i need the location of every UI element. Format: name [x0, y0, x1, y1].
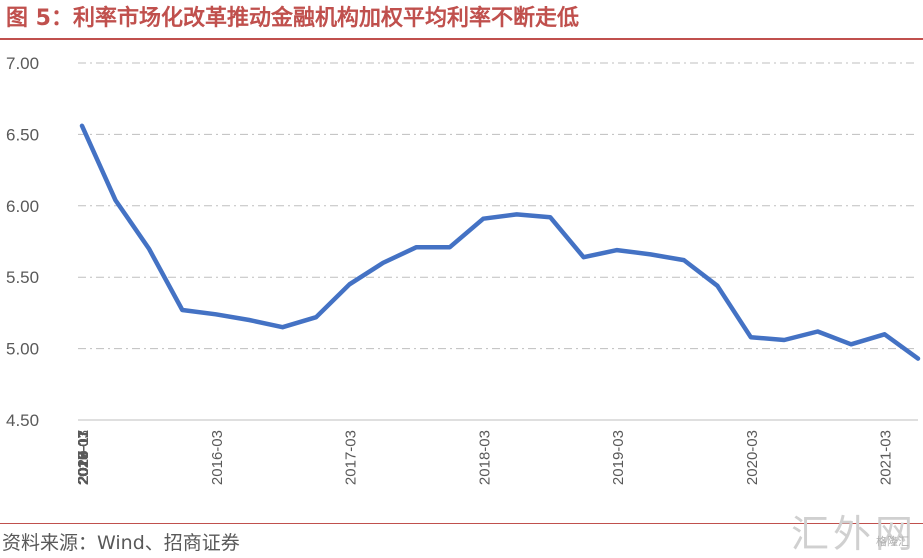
- y-tick-label-6.50: 6.50: [6, 125, 39, 144]
- line-chart: 7.006.506.005.505.004.50 2015-032015-072…: [6, 54, 921, 485]
- watermark-logo: 汇外网: [790, 512, 917, 556]
- title-divider: [0, 38, 923, 40]
- y-tick-label-4.50: 4.50: [6, 411, 39, 430]
- y-tick-label-5.50: 5.50: [6, 268, 39, 287]
- x-tick-label-2015-11: 2015-11: [75, 430, 92, 484]
- y-tick-label-7.00: 7.00: [6, 54, 39, 73]
- x-tick-label-2015-03: 2015-03: [75, 430, 92, 485]
- series-line: [79, 123, 921, 361]
- x-tick-label-2015-07: 2015-07: [75, 430, 92, 485]
- x-tick-label-2020-11: 2020-11: [75, 430, 92, 484]
- y-tick-label-6.00: 6.00: [6, 197, 39, 216]
- x-tick-label-2017-11: 2017-11: [75, 430, 92, 484]
- source-note: 资料来源：Wind、招商证券: [2, 532, 240, 554]
- x-tick-label-2019-03: 2019-03: [610, 430, 627, 485]
- x-tick-label-2019-07: 2019-07: [75, 430, 92, 485]
- x-tick-label-2021-03: 2021-03: [878, 430, 895, 485]
- x-tick-label-2018-11: 2018-11: [75, 430, 92, 484]
- x-tick-label-2020-03: 2020-03: [744, 430, 761, 485]
- x-tick-label-2016-07: 2016-07: [75, 430, 92, 485]
- watermark-sublabel: 格隆汇: [876, 535, 909, 548]
- chart-title: 图 5：利率市场化改革推动金融机构加权平均利率不断走低: [6, 6, 579, 31]
- grid-lines: [78, 62, 918, 421]
- x-tick-label-2016-03: 2016-03: [209, 430, 226, 485]
- x-tick-label-2017-03: 2017-03: [343, 430, 360, 485]
- series-weighted-average-rate: [79, 123, 921, 361]
- x-tick-label-2017-07: 2017-07: [75, 430, 92, 485]
- x-tick-label-2018-03: 2018-03: [476, 430, 493, 485]
- footer-divider: [0, 523, 923, 524]
- y-tick-label-5.00: 5.00: [6, 340, 39, 359]
- x-tick-label-2020-07: 2020-07: [75, 430, 92, 485]
- y-axis-tick-labels: 7.00 6.50 6.00 5.50 5.00 4.50: [6, 54, 39, 430]
- x-tick-label-2018-07: 2018-07: [75, 430, 92, 485]
- x-tick-label-2016-11: 2016-11: [75, 430, 92, 484]
- x-tick-label-2019-11: 2019-11: [75, 430, 92, 484]
